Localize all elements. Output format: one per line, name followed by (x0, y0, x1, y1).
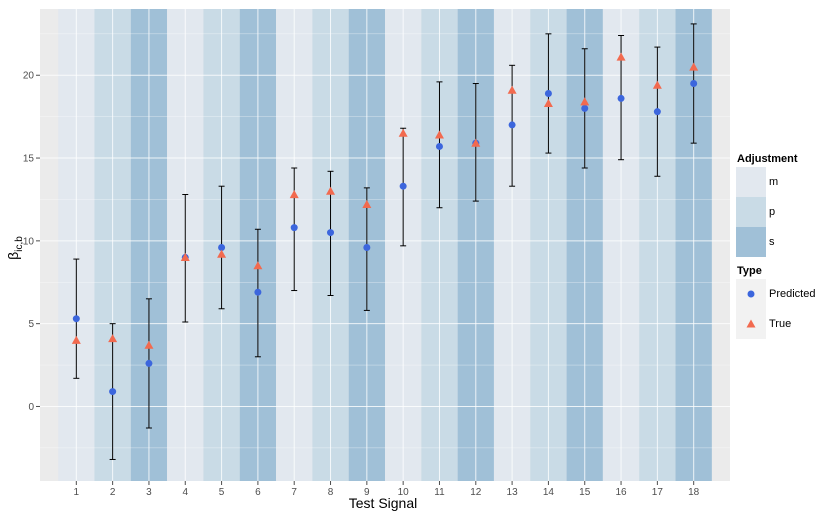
point-true (144, 340, 154, 349)
point-true (71, 335, 81, 344)
x-tick-label: 10 (398, 487, 410, 498)
y-axis-title-main: β (5, 252, 21, 260)
legend-key-true (746, 319, 756, 328)
point-true (398, 128, 408, 137)
legend-label-m: m (769, 176, 778, 188)
point-predicted (109, 388, 117, 396)
point-true (253, 261, 263, 270)
x-axis: 1 2 3 4 5 6 7 8 9 10 11 12 13 14 15 16 17 18 (74, 481, 700, 498)
y-axis-title-subscript: ic,b (14, 236, 25, 252)
point-true (471, 138, 481, 147)
point-true (507, 85, 517, 94)
y-tick-label: 15 (23, 154, 35, 165)
point-predicted (72, 315, 80, 323)
x-tick-label: 3 (146, 487, 152, 498)
point-predicted (290, 224, 298, 232)
adjustment-bands (58, 9, 712, 481)
y-tick-label: 20 (23, 71, 35, 82)
x-tick-label: 13 (507, 487, 519, 498)
x-tick-label: 18 (688, 487, 700, 498)
point-true (434, 130, 444, 139)
legend-key-p (736, 197, 766, 227)
point-true (689, 62, 699, 71)
x-tick-label: 15 (579, 487, 591, 498)
legend-label-s: s (769, 236, 775, 248)
data-marks (71, 23, 699, 460)
point-true (289, 189, 299, 199)
y-axis: 0 5 10 15 20 (23, 71, 40, 413)
x-tick-label: 2 (110, 487, 116, 498)
point-true (108, 334, 118, 343)
point-predicted (363, 243, 371, 251)
svg-text:βic,b: βic,b (5, 236, 25, 260)
point-true (580, 97, 590, 106)
x-tick-label: 7 (291, 487, 297, 498)
y-tick-label: 0 (28, 402, 34, 413)
x-axis-title: Test Signal (349, 495, 417, 511)
x-tick-label: 9 (364, 487, 370, 498)
point-predicted (399, 182, 407, 190)
point-predicted (508, 121, 516, 129)
legend-key-m (736, 167, 766, 197)
legend-key-s (736, 227, 766, 257)
legend-label-true: True (769, 318, 791, 330)
point-predicted (145, 359, 153, 367)
point-true (362, 199, 372, 209)
x-tick-label: 12 (470, 487, 482, 498)
x-tick-label: 1 (74, 487, 80, 498)
x-tick-label: 16 (615, 487, 627, 498)
legend-key-predicted (747, 290, 755, 298)
y-axis-title: βic,b (5, 236, 25, 260)
point-predicted (435, 142, 443, 150)
point-predicted (653, 108, 661, 116)
point-true (180, 252, 190, 262)
point-true (217, 249, 227, 258)
point-predicted (327, 229, 335, 237)
x-tick-label: 11 (434, 487, 445, 498)
legend-type-title: Type (737, 265, 762, 277)
point-true (543, 98, 553, 107)
y-tick-label: 10 (23, 236, 35, 247)
x-tick-label: 4 (182, 487, 188, 498)
point-predicted (581, 104, 589, 112)
x-tick-label: 8 (328, 487, 334, 498)
point-predicted (617, 94, 625, 102)
x-tick-label: 5 (219, 487, 225, 498)
point-predicted (254, 288, 262, 296)
point-predicted (218, 243, 226, 251)
legend-type: Type Predicted True (736, 265, 815, 339)
x-tick-label: 6 (255, 487, 261, 498)
point-true (652, 80, 662, 89)
y-tick-label: 5 (28, 319, 34, 330)
x-tick-label: 17 (652, 487, 664, 498)
point-predicted (690, 80, 698, 88)
legend-label-p: p (769, 206, 775, 218)
legend-adjustment-title: Adjustment (737, 153, 798, 165)
x-tick-label: 14 (543, 487, 555, 498)
legend-adjustment: Adjustment m p s (736, 153, 798, 257)
point-true (616, 52, 626, 61)
legend-label-predicted: Predicted (769, 288, 815, 300)
point-true (326, 186, 336, 195)
point-predicted (544, 89, 552, 97)
